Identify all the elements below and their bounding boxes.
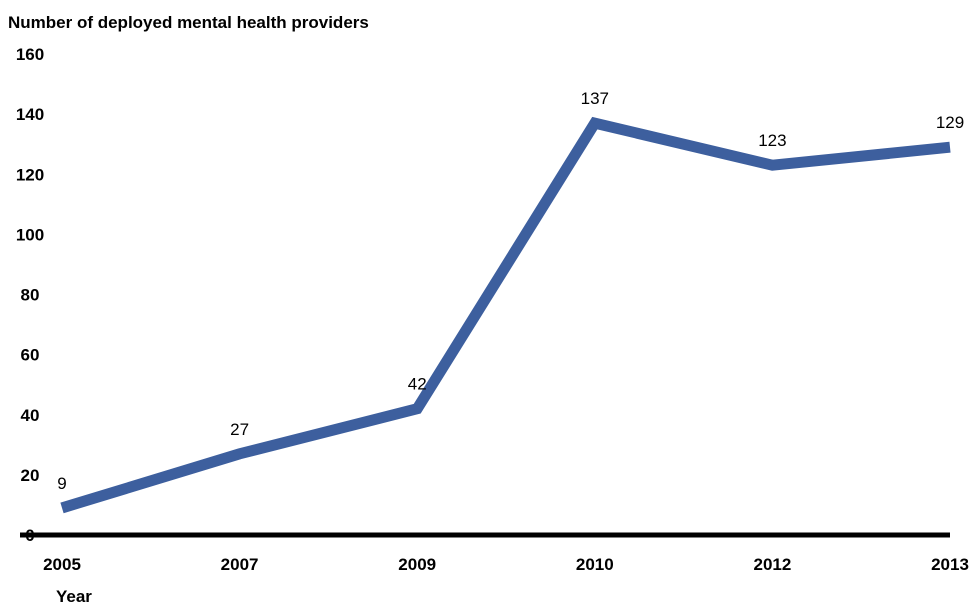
x-axis-ticks: 2005 2007 2009 2010 2012 2013 xyxy=(43,555,969,574)
y-tick-label: 80 xyxy=(21,286,40,305)
x-tick-label: 2005 xyxy=(43,555,81,574)
y-tick-label: 160 xyxy=(16,45,44,64)
x-tick-label: 2010 xyxy=(576,555,614,574)
y-tick-label: 40 xyxy=(21,406,40,425)
data-label: 137 xyxy=(581,89,609,108)
y-tick-label: 60 xyxy=(21,346,40,365)
y-tick-label: 20 xyxy=(21,466,40,485)
y-axis-ticks: 020406080100120140160 xyxy=(16,45,44,545)
data-label: 123 xyxy=(758,131,786,150)
y-tick-label: 100 xyxy=(16,225,44,244)
data-labels: 9 27 42 137 123 129 xyxy=(57,89,964,493)
x-tick-label: 2012 xyxy=(753,555,791,574)
series-line xyxy=(60,116,951,514)
series-group xyxy=(60,116,951,514)
x-tick-label: 2013 xyxy=(931,555,969,574)
x-tick-label: 2007 xyxy=(221,555,259,574)
data-label: 129 xyxy=(936,113,964,132)
chart-title: Number of deployed mental health provide… xyxy=(8,13,369,32)
y-tick-label: 120 xyxy=(16,165,44,184)
x-axis-label: Year xyxy=(56,587,92,603)
x-tick-label: 2009 xyxy=(398,555,436,574)
y-tick-label: 140 xyxy=(16,105,44,124)
data-label: 27 xyxy=(230,420,249,439)
data-label: 9 xyxy=(57,474,66,493)
data-label: 42 xyxy=(408,375,427,394)
